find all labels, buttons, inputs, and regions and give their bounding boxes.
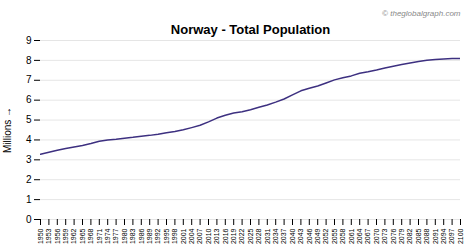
svg-text:1992: 1992 <box>154 228 161 244</box>
svg-text:2034: 2034 <box>272 228 279 244</box>
svg-text:2058: 2058 <box>339 228 346 244</box>
svg-text:2076: 2076 <box>390 228 397 244</box>
svg-text:2055: 2055 <box>331 228 338 244</box>
svg-text:2067: 2067 <box>364 228 371 244</box>
svg-text:1956: 1956 <box>54 228 61 244</box>
svg-text:1977: 1977 <box>112 228 119 244</box>
svg-text:1962: 1962 <box>70 228 77 244</box>
svg-text:2022: 2022 <box>238 228 245 244</box>
svg-text:2016: 2016 <box>222 228 229 244</box>
svg-text:0: 0 <box>26 214 32 225</box>
svg-text:2091: 2091 <box>432 228 439 244</box>
svg-text:1950: 1950 <box>37 228 44 244</box>
svg-text:1971: 1971 <box>96 228 103 244</box>
svg-text:Millions →: Millions → <box>2 107 13 153</box>
svg-text:1983: 1983 <box>129 228 136 244</box>
svg-text:2070: 2070 <box>373 228 380 244</box>
svg-text:2031: 2031 <box>264 228 271 244</box>
svg-text:2043: 2043 <box>297 228 304 244</box>
svg-text:2052: 2052 <box>322 228 329 244</box>
svg-text:1989: 1989 <box>146 228 153 244</box>
svg-text:2037: 2037 <box>280 228 287 244</box>
svg-text:5: 5 <box>26 114 32 125</box>
svg-text:Norway - Total Population: Norway - Total Population <box>171 22 330 37</box>
svg-text:1959: 1959 <box>62 228 69 244</box>
svg-text:7: 7 <box>26 74 32 85</box>
svg-text:1998: 1998 <box>171 228 178 244</box>
svg-text:2028: 2028 <box>255 228 262 244</box>
svg-text:2046: 2046 <box>306 228 313 244</box>
svg-text:2004: 2004 <box>188 228 195 244</box>
svg-text:9: 9 <box>26 35 32 46</box>
svg-text:2100: 2100 <box>457 228 464 244</box>
svg-text:2013: 2013 <box>213 228 220 244</box>
svg-text:1: 1 <box>26 194 32 205</box>
svg-text:1974: 1974 <box>104 228 111 244</box>
svg-text:1980: 1980 <box>121 228 128 244</box>
svg-text:2007: 2007 <box>196 228 203 244</box>
svg-text:2: 2 <box>26 174 32 185</box>
svg-text:2061: 2061 <box>348 228 355 244</box>
svg-text:© theglobalgraph.com: © theglobalgraph.com <box>382 9 461 18</box>
svg-text:2025: 2025 <box>247 228 254 244</box>
svg-text:1986: 1986 <box>138 228 145 244</box>
svg-text:3: 3 <box>26 154 32 165</box>
svg-text:2085: 2085 <box>415 228 422 244</box>
svg-text:1965: 1965 <box>79 228 86 244</box>
svg-text:8: 8 <box>26 55 32 66</box>
svg-text:2001: 2001 <box>180 228 187 244</box>
svg-text:2088: 2088 <box>423 228 430 244</box>
svg-text:2040: 2040 <box>289 228 296 244</box>
svg-text:2049: 2049 <box>314 228 321 244</box>
svg-text:2097: 2097 <box>448 228 455 244</box>
svg-text:2094: 2094 <box>440 228 447 244</box>
svg-text:2064: 2064 <box>356 228 363 244</box>
svg-text:2079: 2079 <box>398 228 405 244</box>
svg-text:6: 6 <box>26 94 32 105</box>
svg-text:1968: 1968 <box>87 228 94 244</box>
svg-text:2073: 2073 <box>381 228 388 244</box>
svg-text:2019: 2019 <box>230 228 237 244</box>
svg-text:4: 4 <box>26 134 32 145</box>
svg-text:2082: 2082 <box>406 228 413 244</box>
svg-text:1953: 1953 <box>45 228 52 244</box>
svg-text:2010: 2010 <box>205 228 212 244</box>
svg-text:1995: 1995 <box>163 228 170 244</box>
